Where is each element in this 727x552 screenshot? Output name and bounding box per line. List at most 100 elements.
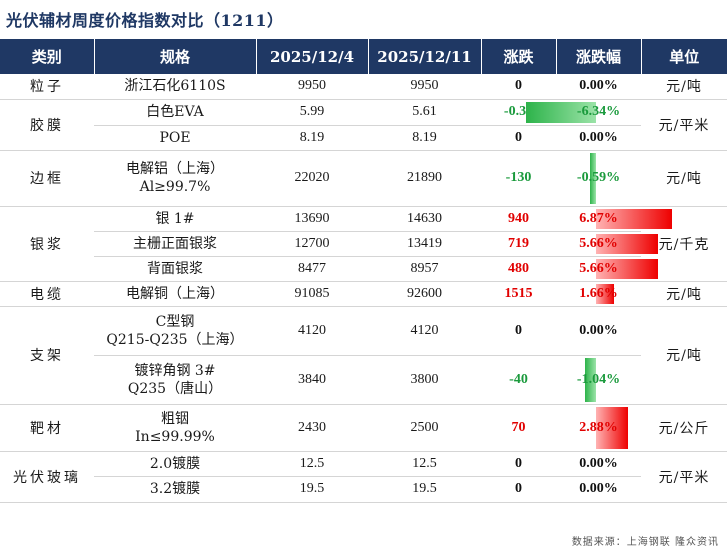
unit-cell: 元/平米 [641,99,727,151]
table-row: 靶材 粗铟 In≤99.99% 2430 2500 70 2.88% 元/公斤 [0,404,727,452]
change-cell: 0 [481,451,556,477]
change-pct-value: 0.00% [579,322,618,338]
change-pct-cell: 0.00% [556,125,641,151]
spec-line: 电解铝（上海） [126,161,224,177]
change-cell: 480 [481,256,556,282]
curr-price-cell: 4120 [368,306,481,356]
change-pct-value: 0.00% [579,129,618,145]
curr-price-cell: 8.19 [368,125,481,151]
header-prev-date: 2025/12/4 [256,39,369,74]
category-cell: 电缆 [0,281,94,307]
spec-cell: 镀锌角钢 3# Q235（唐山） [94,355,256,405]
unit-cell: 元/吨 [641,74,727,100]
table-row: 光伏玻璃 2.0镀膜 12.5 12.5 0 0.00% 元/平米 [0,451,727,503]
header-spec: 规格 [94,39,257,74]
curr-price-cell: 13419 [368,231,481,257]
category-cell: 胶膜 [0,99,94,151]
table-row: 镀锌角钢 3# Q235（唐山） 3840 3800 -40 -1.04% [0,355,727,405]
table-row: 主栅正面银浆 12700 13419 719 5.66% [0,231,727,257]
price-index-table: 类别 规格 2025/12/4 2025/12/11 涨跌 涨跌幅 单位 粒子 浙… [0,39,727,503]
spec-line: 白色EVA [146,104,204,120]
change-pct-cell: -6.34% [526,99,641,126]
spec-cell: 主栅正面银浆 [94,231,256,257]
unit-cell: 元/吨 [641,306,727,405]
change-cell: 0 [481,476,556,503]
table-row: 3.2镀膜 19.5 19.5 0 0.00% [0,476,727,503]
change-cell: 719 [481,231,556,257]
change-cell: 940 [481,206,556,232]
prev-price-cell: 8.19 [256,125,368,151]
change-pct-value: 0.00% [579,455,618,471]
change-pct-bar [596,406,628,449]
change-cell: 0 [481,125,556,151]
spec-line: 镀锌角钢 3# [134,362,216,379]
category-cell: 光伏玻璃 [0,451,94,503]
change-pct-cell: 0.00% [556,74,641,100]
spec-cell: 白色EVA [94,99,256,126]
curr-price-cell: 8957 [368,256,481,282]
prev-price-cell: 22020 [256,150,368,207]
spec-line: 主栅正面银浆 [133,235,217,252]
header-curr-date: 2025/12/11 [368,39,482,74]
table-row: 背面银浆 8477 8957 480 5.66% [0,256,727,282]
change-pct-bar [526,101,596,123]
spec-line: Q235（唐山） [127,380,223,397]
spec-line: C型钢 [155,313,195,330]
change-pct-bar [596,283,615,304]
prev-price-cell: 12700 [256,231,368,257]
change-pct-cell: 5.66% [556,231,659,257]
change-pct-cell: -1.04% [556,355,641,405]
change-pct-value: 0.00% [579,78,618,94]
prev-price-cell: 13690 [256,206,368,232]
spec-line: 银 1# [155,210,195,227]
spec-line: 3.2镀膜 [149,481,201,497]
change-cell: 0 [481,74,556,100]
change-pct-cell: 0.00% [556,476,641,503]
category-cell: 粒子 [0,74,94,100]
change-pct-bar [589,152,596,204]
prev-price-cell: 4120 [256,306,368,356]
spec-cell: C型钢 Q215-Q235（上海） [94,306,256,356]
change-pct-value: 6.87% [579,210,618,226]
page-title: 光伏辅材周度价格指数对比（1211） [6,11,284,30]
change-pct-value: 0.00% [579,481,618,496]
change-pct-cell: 1.66% [556,281,641,307]
curr-price-cell: 12.5 [368,451,481,477]
change-pct-value: 1.66% [579,285,618,301]
header-row: 类别 规格 2025/12/4 2025/12/11 涨跌 涨跌幅 单位 [0,39,727,74]
unit-cell: 元/平米 [641,451,727,503]
change-pct-value: 2.88% [579,419,618,435]
prev-price-cell: 3840 [256,355,368,405]
change-pct-bar [584,357,596,402]
prev-price-cell: 9950 [256,74,368,100]
prev-price-cell: 91085 [256,281,368,307]
change-cell: 70 [481,404,556,452]
spec-cell: 2.0镀膜 [94,451,256,477]
change-pct-value: -6.34% [576,104,621,119]
table-row: 粒子 浙江石化6110S 9950 9950 0 0.00% 元/吨 [0,74,727,100]
header-change-pct: 涨跌幅 [556,39,642,74]
spec-line: In≤99.99% [135,428,215,445]
spec-cell: POE [94,125,256,151]
spec-line: 背面银浆 [147,260,203,277]
change-cell: -130 [481,150,556,207]
spec-line: 浙江石化6110S [124,78,226,95]
change-pct-bar [596,208,672,229]
spec-line: 2.0镀膜 [149,455,201,472]
curr-price-cell: 21890 [368,150,481,207]
category-cell: 支架 [0,306,94,405]
change-pct-cell: 2.88% [556,404,641,452]
table-row: 胶膜 白色EVA 5.99 5.61 -0.38 -6.34% 元/平米 [0,99,727,151]
change-pct-value: -1.04% [576,371,621,387]
curr-price-cell: 5.61 [368,99,481,126]
prev-price-cell: 19.5 [256,476,368,503]
unit-cell: 元/吨 [641,150,727,207]
unit-cell: 元/公斤 [641,404,727,452]
prev-price-cell: 5.99 [256,99,368,126]
spec-line: Q215-Q235（上海） [106,331,244,348]
change-pct-value: -0.59% [576,170,621,185]
spec-line: 电解铜（上海） [126,285,224,302]
spec-line: POE [159,129,191,146]
data-source-note: 数据来源：上海钢联 隆众资讯 [571,537,719,548]
spec-cell: 背面银浆 [94,256,256,282]
